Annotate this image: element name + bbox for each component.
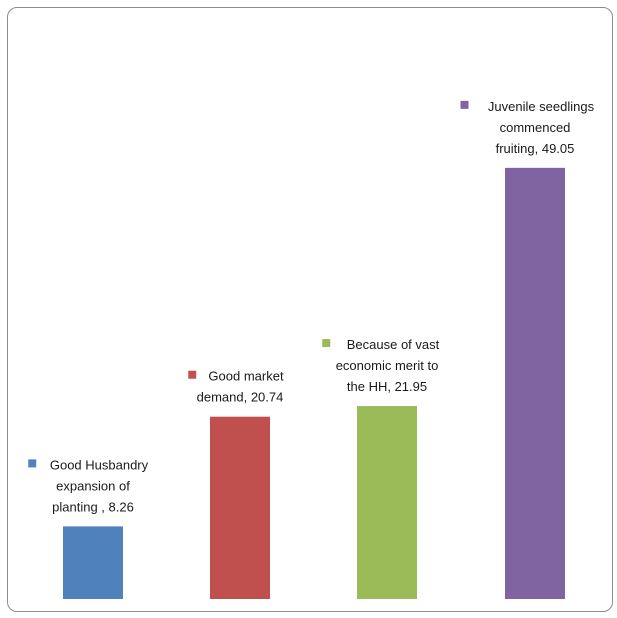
label-key-2 [188,370,197,379]
bar-2 [210,416,270,599]
chart-frame [7,7,613,612]
bar-1 [63,526,123,599]
data-label-2-line-2: demand, 20.74 [197,390,284,405]
label-key-3 [322,339,331,348]
data-label-3-line-2: economic merit to [336,358,439,373]
label-key-1 [28,459,37,468]
data-label-1-line-3: planting , 8.26 [52,499,134,514]
data-label-1-line-2: expansion of [56,478,130,493]
data-label-2-line-1: Good market [208,369,284,384]
data-label-4-line-3: fruiting, 49.05 [496,141,575,156]
data-label-3-line-1: Because of vast [347,337,440,352]
bar-3 [357,406,417,599]
data-label-4-line-1: Juvenile seedlings [488,99,595,114]
data-label-3-line-3: the HH, 21.95 [347,379,427,394]
bar-4 [505,167,565,599]
data-label-4-line-2: commenced [500,120,571,135]
label-key-4 [460,100,469,109]
data-label-1-line-1: Good Husbandry [50,457,149,472]
